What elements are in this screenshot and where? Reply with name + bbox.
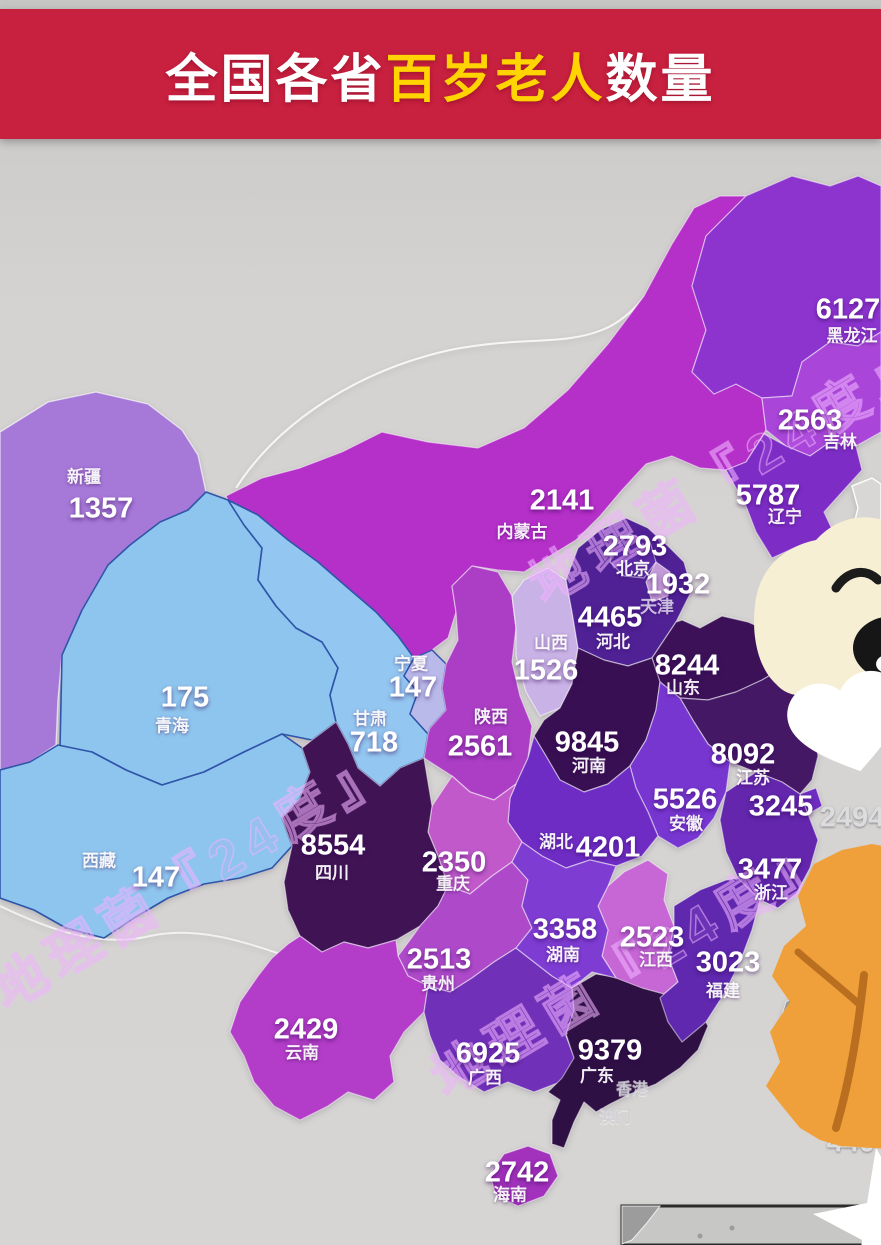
label-name-yunnan: 云南 [285,1043,319,1063]
label-value-neimenggu: 2141 [529,484,595,517]
province-fujian [659,877,761,1043]
province-yunnan [229,935,429,1121]
label-value-ningxia: 147 [388,671,438,704]
province-beijing [609,533,657,579]
province-hunan [511,841,617,989]
label-name-gansu: 甘肃 [353,709,387,729]
label-value-guangdong: 9379 [577,1034,643,1067]
label-value-gansu: 718 [349,726,399,759]
label-value-sichuan: 8554 [300,829,366,862]
label-faint-macau: 澳门 [598,1109,632,1126]
label-name-hebei: 河北 [596,632,630,652]
label-value-shanxi: 1526 [513,654,579,687]
label-name-liaoning: 辽宁 [768,507,802,527]
star-icon [813,1148,881,1245]
label-name-jiangxi: 江西 [639,950,673,970]
title-banner: 全国各省百岁老人数量 [0,9,881,139]
province-tianjin [645,561,671,603]
label-value-hainan: 2742 [484,1156,550,1189]
label-name-xizang: 西藏 [82,851,116,871]
label-name-beijing: 北京 [616,559,650,579]
laughing-star-emoji-icon [754,517,881,704]
label-name-fujian: 福建 [706,981,740,1001]
label-value-henan: 9845 [554,726,620,759]
border-himalaya [0,905,293,959]
label-name-neimenggu: 内蒙古 [496,522,548,542]
top-gray-strip [0,0,881,9]
label-name-shandong: 山东 [666,678,700,698]
label-name-qinghai: 青海 [155,716,189,736]
label-value-heilongjiang: 6127 [815,293,881,326]
label-name-hunan: 湖南 [546,945,580,965]
label-value-shaanxi: 2561 [447,730,513,763]
label-name-hainan: 海南 [493,1185,527,1205]
label-value-jiangsu: 8092 [710,738,776,771]
label-value-hebei: 4465 [577,601,643,634]
label-value-shanghai: 3245 [748,790,814,823]
label-name-guizhou: 贵州 [421,974,455,994]
label-value-shandong: 8244 [654,649,720,682]
label-value-beijing: 2793 [602,530,668,563]
label-name-henan: 河南 [572,756,606,776]
maple-leaf-icon [766,844,881,1149]
label-name-guangxi: 广西 [468,1068,502,1088]
label-value-qinghai: 175 [160,681,210,714]
label-value-anhui: 5526 [652,783,718,816]
label-name-hubei: 湖北 [539,832,573,852]
label-value-guizhou: 2513 [406,943,472,976]
label-name-jiangsu: 江苏 [736,768,770,788]
page-title: 全国各省百岁老人数量 [165,37,715,112]
title-prefix: 全国各省 [165,50,386,109]
label-name-heilongjiang: 黑龙江 [826,326,878,346]
label-name-jilin: 吉林 [823,432,857,452]
province-hainan [489,1145,559,1207]
label-value-chongqing: 2350 [421,846,487,879]
label-value-hunan: 3358 [532,913,598,946]
label-faint-hongkong: 香港 [615,1081,649,1098]
label-name-chongqing: 重庆 [436,874,470,894]
label-name-ningxia: 宁夏 [394,654,428,674]
label-value-tianjin: 1932 [645,568,711,601]
label-value-xinjiang: 1357 [68,492,134,525]
label-value-yunnan: 2429 [273,1013,339,1046]
title-suffix: 数量 [605,50,716,109]
label-value-xizang: 147 [131,861,181,894]
label-value-guangxi: 6925 [455,1037,521,1070]
province-zhejiang [719,771,819,909]
label-name-guangdong: 广东 [580,1066,614,1086]
label-name-shanxi: 山西 [534,633,568,653]
label-name-sichuan: 四川 [315,863,349,883]
label-value-liaoning: 5787 [735,479,801,512]
title-highlight: 百岁老人 [385,50,606,109]
label-name-anhui: 安徽 [669,814,703,834]
label-value-jilin: 2563 [777,404,843,437]
label-partial-value-east: 2494 [819,801,881,834]
label-name-shaanxi: 陕西 [474,707,508,727]
label-value-hubei: 4201 [575,831,641,864]
label-value-jiangxi: 2523 [619,921,685,954]
label-name-xinjiang: 新疆 [67,467,101,487]
label-value-fujian: 3023 [695,946,761,979]
label-value-zhejiang: 3477 [737,853,803,886]
heart-icon [787,670,881,772]
label-name-tianjin: 天津 [640,597,674,617]
province-shaanxi [423,565,533,801]
label-name-zhejiang: 浙江 [754,883,788,903]
